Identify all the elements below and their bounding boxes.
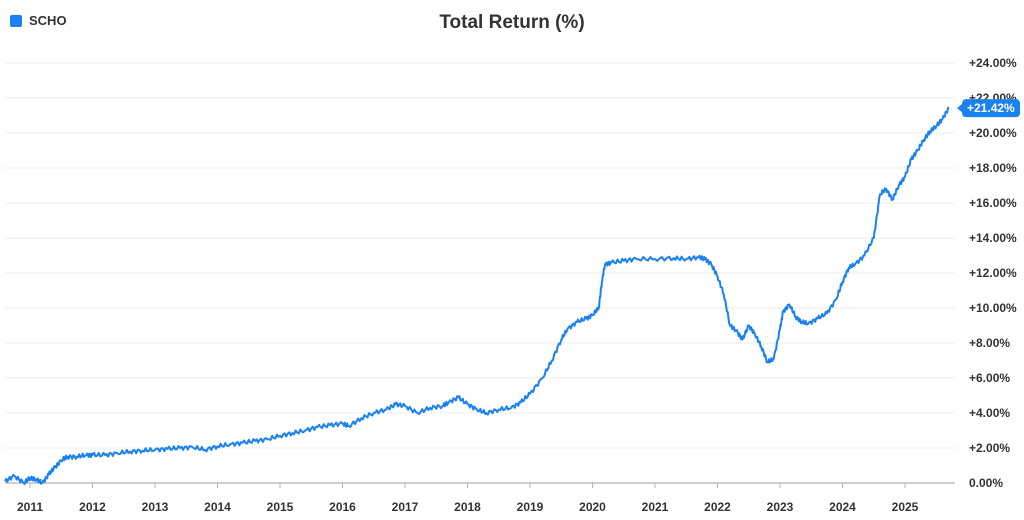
x-tick-label: 2017	[392, 500, 419, 514]
y-tick-label: +8.00%	[969, 336, 1010, 350]
y-tick-label: +20.00%	[969, 126, 1017, 140]
x-tick-label: 2015	[267, 500, 294, 514]
last-value-pointer	[957, 103, 963, 114]
x-tick-label: 2020	[579, 500, 606, 514]
last-value-label: +21.42%	[967, 101, 1015, 115]
x-axis-ticks: 2011 2012 2013 2014 2015 2016 2017 2018 2019 2020…	[17, 483, 919, 514]
last-value-badge-bg	[962, 99, 1020, 118]
x-tick-label: 2024	[829, 500, 856, 514]
x-tick-label: 2019	[517, 500, 544, 514]
gridlines	[5, 62, 955, 484]
y-tick-label: +6.00%	[969, 371, 1010, 385]
x-tick-label: 2013	[142, 500, 169, 514]
x-tick-label: 2022	[704, 500, 731, 514]
y-tick-label: 0.00%	[969, 476, 1003, 490]
x-tick-label: 2025	[892, 500, 919, 514]
y-tick-label: +16.00%	[969, 196, 1017, 210]
legend-label: SCHO	[29, 13, 67, 28]
legend-swatch	[10, 14, 22, 27]
x-tick-label: 2018	[454, 500, 481, 514]
x-tick-label: 2023	[767, 500, 794, 514]
chart-title: Total Return (%)	[439, 12, 585, 33]
x-tick-label: 2012	[79, 500, 106, 514]
y-tick-label: +14.00%	[969, 231, 1017, 245]
last-value-badge: +21.42%	[957, 99, 1020, 118]
y-tick-label: +10.00%	[969, 301, 1017, 315]
y-tick-label: +24.00%	[969, 56, 1017, 70]
x-tick-label: 2016	[329, 500, 356, 514]
y-tick-label: +4.00%	[969, 406, 1010, 420]
x-tick-label: 2021	[642, 500, 669, 514]
y-tick-label: +12.00%	[969, 266, 1017, 280]
y-tick-label: +2.00%	[969, 441, 1010, 455]
y-axis-ticks: 0.00% +2.00% +4.00% +6.00% +8.00% +10.00% +12.…	[969, 56, 1017, 490]
y-tick-label: +18.00%	[969, 161, 1017, 175]
chart-legend[interactable]: SCHO	[10, 13, 67, 28]
series-line-scho	[4, 106, 950, 486]
x-tick-label: 2014	[204, 500, 231, 514]
x-tick-label: 2011	[17, 500, 43, 514]
